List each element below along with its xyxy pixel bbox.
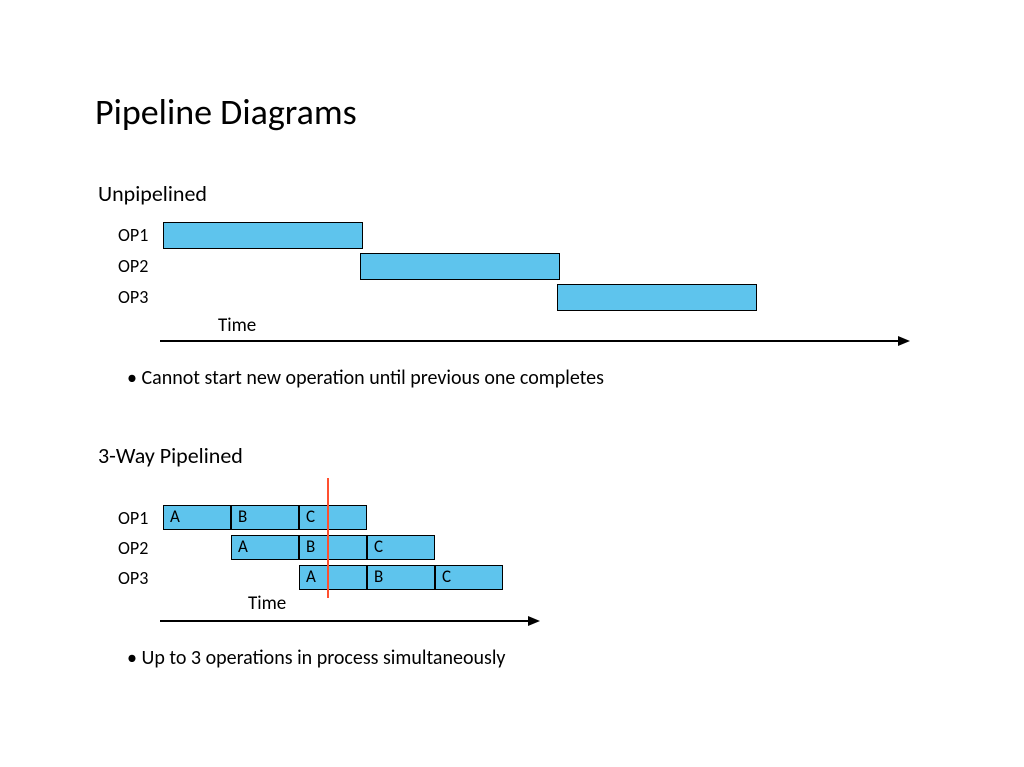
section2-op2-label: OP2 — [118, 537, 148, 559]
section1-time-label: Time — [218, 314, 256, 337]
section1-op2-label: OP2 — [118, 255, 148, 277]
section1-bar-1 — [360, 253, 560, 280]
section2-stage-r2-c0: A — [299, 565, 367, 590]
section2-stage-r0-c0: A — [163, 505, 231, 530]
section2-stage-r1-c2: C — [367, 535, 435, 560]
section2-op1-label: OP1 — [118, 507, 148, 529]
section2-time-label: Time — [248, 592, 286, 615]
section1-arrowhead-icon — [898, 336, 910, 346]
section2-stage-r0-c1: B — [231, 505, 299, 530]
section2-stage-r1-c1: B — [299, 535, 367, 560]
section2-op3-label: OP3 — [118, 567, 148, 589]
section2-bullet: • Up to 3 operations in process simultan… — [127, 646, 505, 670]
section2-arrowhead-icon — [528, 616, 540, 626]
section2-stage-r2-c2: C — [435, 565, 503, 590]
section1-op3-label: OP3 — [118, 286, 148, 308]
section1-bar-2 — [557, 284, 757, 311]
section2-stage-r0-c2: C — [299, 505, 367, 530]
section1-bar-0 — [163, 222, 363, 249]
section2-heading: 3-Way Pipelined — [98, 442, 243, 469]
section2-marker — [327, 478, 329, 598]
section1-op1-label: OP1 — [118, 224, 148, 246]
section1-axis — [160, 340, 900, 342]
page-title: Pipeline Diagrams — [95, 90, 357, 134]
section2-stage-r2-c1: B — [367, 565, 435, 590]
section2-axis — [160, 620, 530, 622]
section1-bullet: • Cannot start new operation until previ… — [127, 366, 604, 390]
section2-stage-r1-c0: A — [231, 535, 299, 560]
section1-heading: Unpipelined — [98, 180, 207, 207]
